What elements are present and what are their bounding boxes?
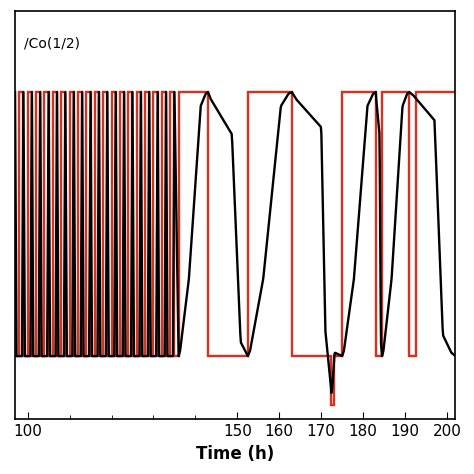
Text: /Co(1/2): /Co(1/2) xyxy=(24,37,80,51)
X-axis label: Time (h): Time (h) xyxy=(196,445,274,463)
